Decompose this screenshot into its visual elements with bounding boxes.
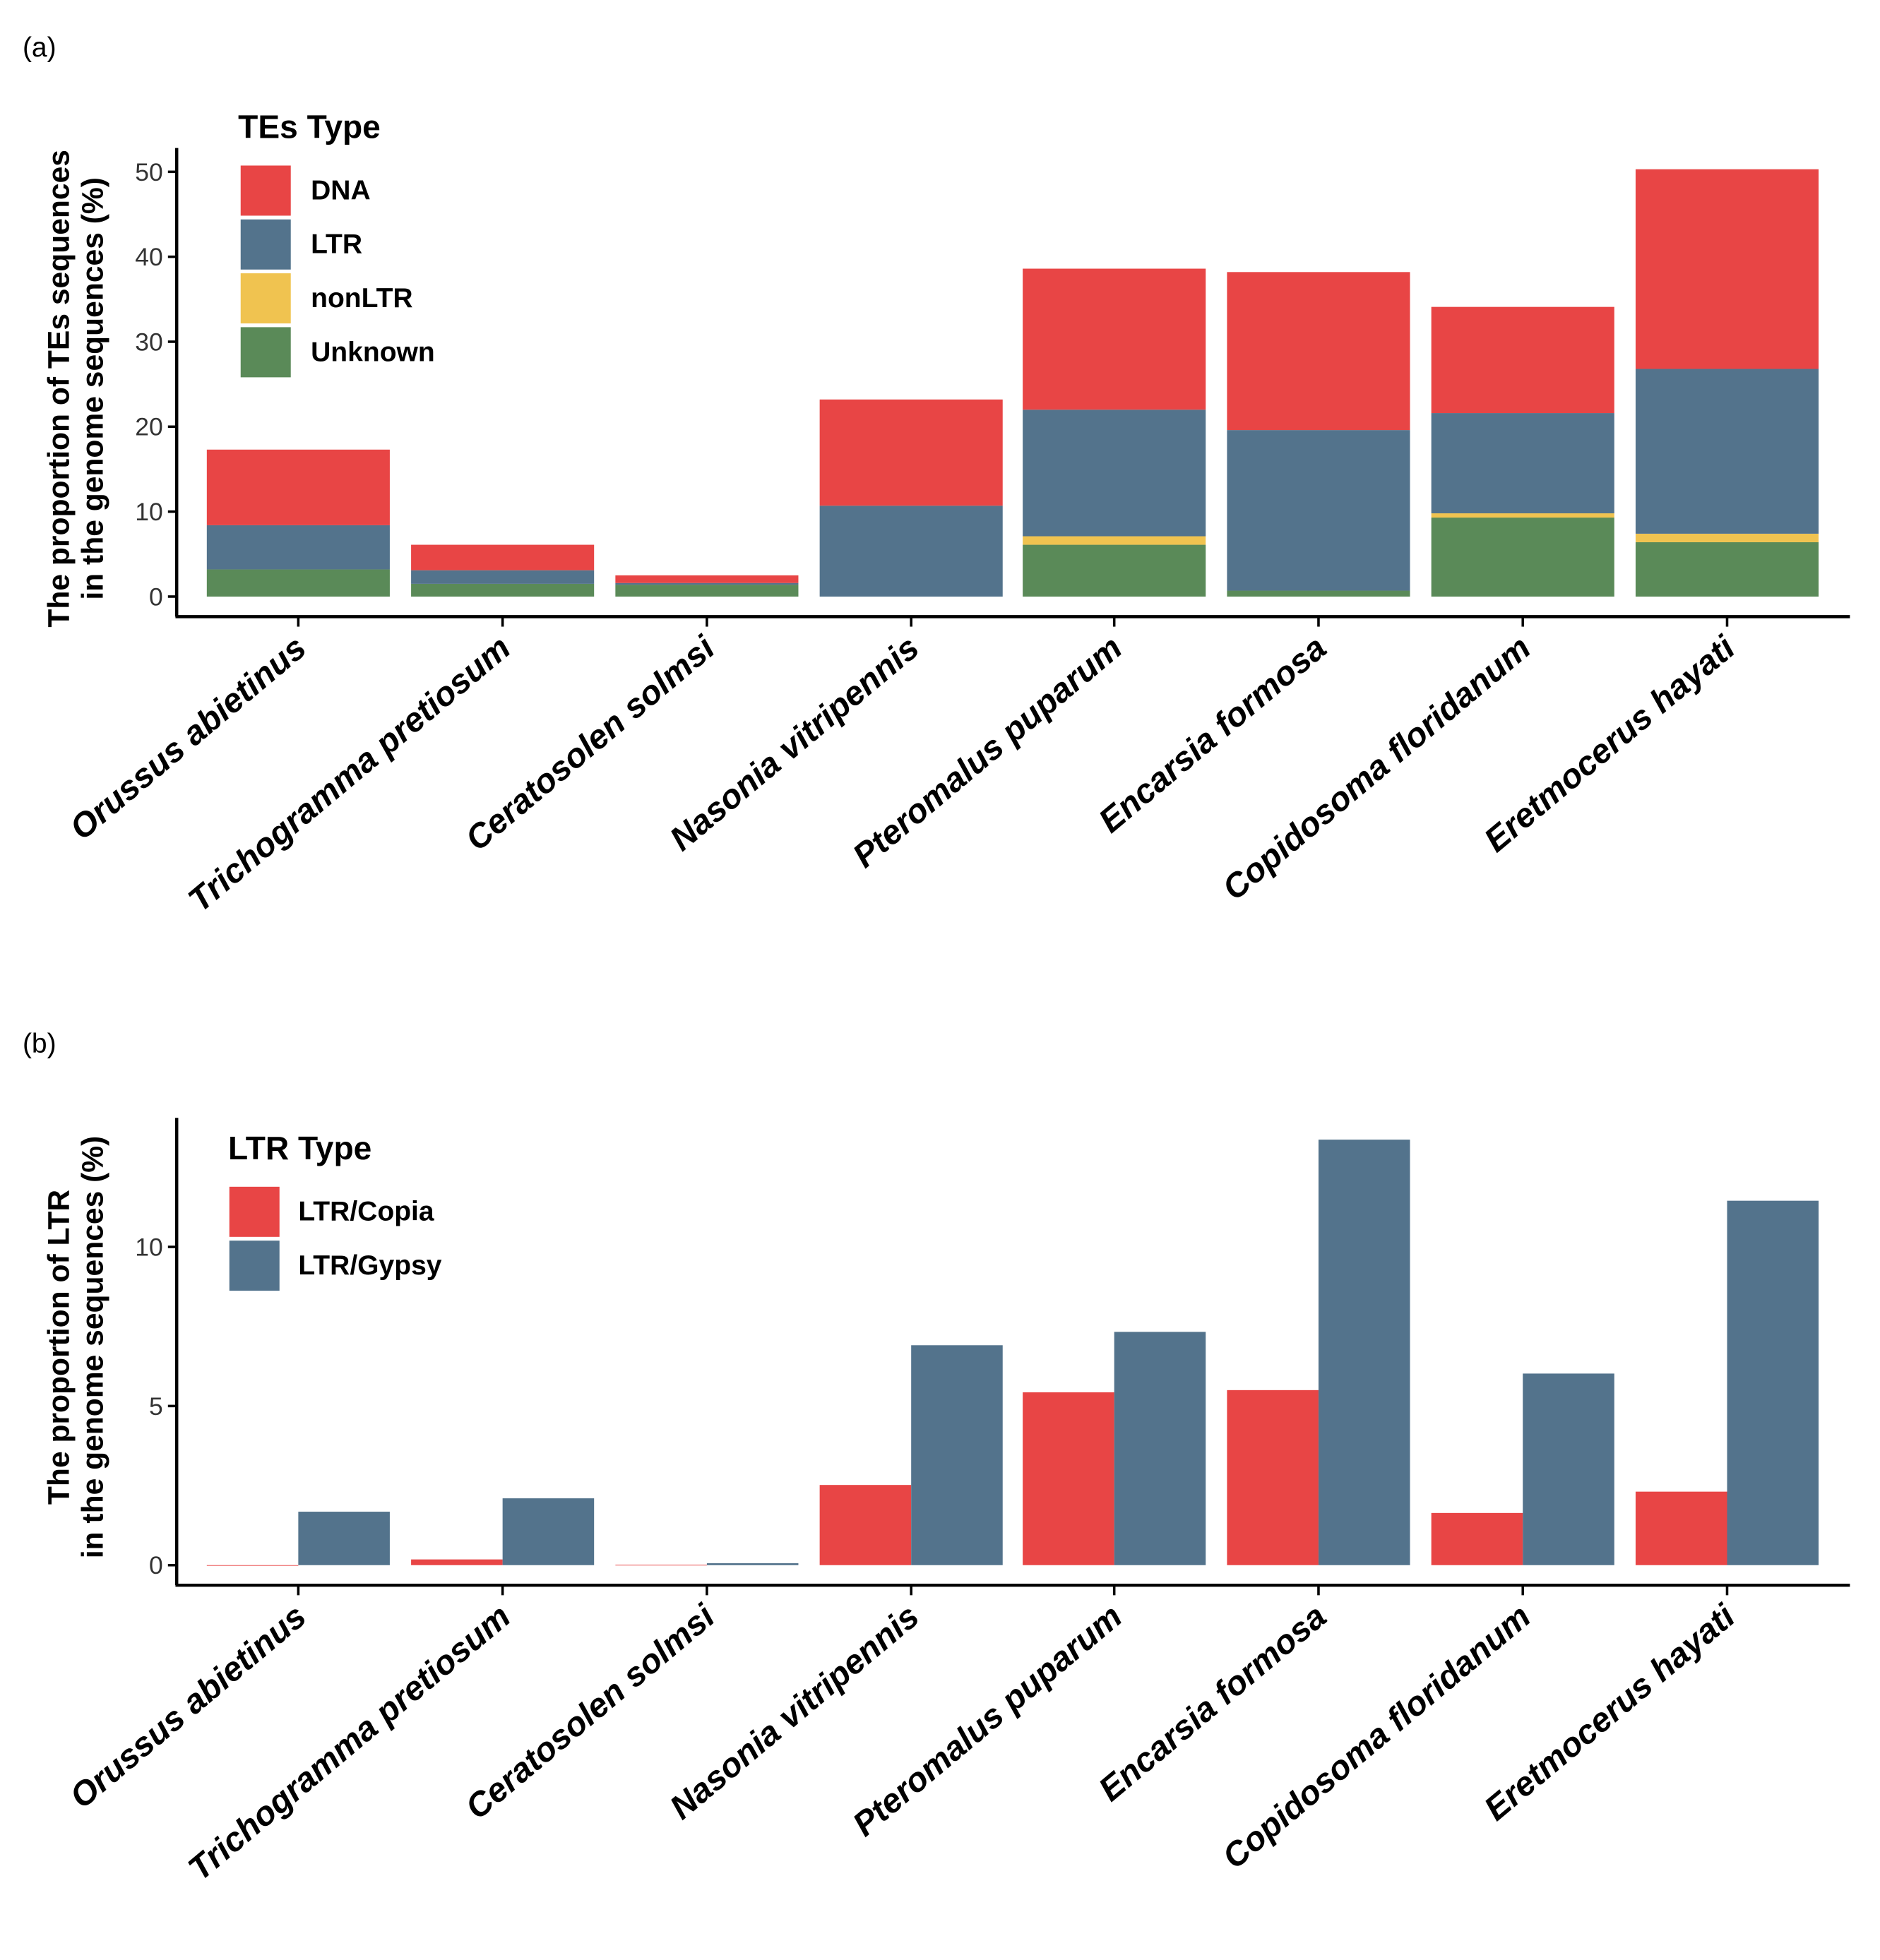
legend-swatch [240, 219, 291, 270]
bar-unknown [411, 583, 595, 597]
bar-ltr-gypsy [706, 1563, 799, 1565]
y-tick-label: 0 [149, 1551, 163, 1579]
bar-ltr [615, 582, 799, 585]
bar-ltr-gypsy [911, 1345, 1003, 1565]
y-tick-label: 30 [135, 328, 162, 356]
legend-swatch [229, 1241, 280, 1291]
legend-swatch [240, 165, 291, 216]
bar-unknown [615, 585, 799, 597]
y-axis-title: The proportion of TEs sequences [42, 150, 76, 628]
y-tick-label: 50 [135, 158, 162, 186]
bar-ltr-gypsy [1318, 1140, 1410, 1565]
x-tick-label: Encarsia formosa [1092, 629, 1333, 840]
y-axis-title: The proportion of LTR [42, 1190, 76, 1505]
bar-ltr-copia [1431, 1512, 1523, 1565]
bar-ltr-copia [206, 1565, 299, 1566]
legend-item-label: Unknown [311, 337, 435, 367]
bar-dna [1227, 272, 1410, 431]
y-tick-label: 20 [135, 413, 162, 441]
bar-ltr [1227, 430, 1410, 591]
legend-item-label: DNA [311, 175, 371, 205]
bar-ltr-gypsy [1523, 1373, 1614, 1565]
bar-nonltr [1023, 536, 1206, 545]
bar-ltr [1431, 413, 1614, 514]
y-axis-title: in the genome sequences (%) [76, 1136, 110, 1559]
panel-label: (b) [23, 1029, 56, 1059]
bar-dna [1023, 268, 1206, 410]
bar-ltr [1023, 410, 1206, 537]
bar-dna [615, 575, 799, 583]
bar-ltr-copia [1635, 1491, 1727, 1565]
x-tick-label: Encarsia formosa [1092, 1598, 1333, 1809]
bar-unknown [1023, 544, 1206, 597]
y-tick-label: 5 [149, 1392, 163, 1421]
panel-label: (a) [23, 32, 56, 63]
x-tick-label: Trichogramma pretiosum [182, 1598, 518, 1888]
bar-ltr-gypsy [502, 1498, 595, 1565]
bar-ltr-copia [819, 1485, 912, 1565]
legend-item-label: LTR/Gypsy [298, 1250, 441, 1281]
bar-dna [819, 399, 1003, 506]
legend-item-label: nonLTR [311, 283, 412, 313]
legend-swatch [240, 327, 291, 378]
bar-ltr [206, 525, 390, 570]
x-tick-label: Trichogramma pretiosum [182, 629, 518, 919]
bar-ltr-copia [1023, 1392, 1114, 1565]
bar-ltr-gypsy [298, 1512, 390, 1565]
bar-ltr-copia [1227, 1390, 1319, 1565]
y-tick-label: 10 [135, 498, 162, 526]
bar-unknown [1431, 518, 1614, 597]
legend-item-label: LTR [311, 229, 362, 260]
y-tick-label: 10 [135, 1233, 162, 1261]
bar-dna [1635, 169, 1819, 369]
bar-dna [1431, 306, 1614, 414]
bar-ltr-gypsy [1114, 1332, 1206, 1565]
bar-ltr [1635, 369, 1819, 534]
bar-ltr-gypsy [1727, 1200, 1819, 1565]
legend-title: TEs Type [238, 108, 381, 145]
legend-swatch [240, 273, 291, 324]
bar-ltr [819, 506, 1003, 597]
legend-swatch [229, 1186, 280, 1237]
legend-item-label: LTR/Copia [298, 1197, 434, 1227]
legend-title: LTR Type [228, 1130, 371, 1166]
bar-unknown [206, 569, 390, 597]
bar-nonltr [1635, 533, 1819, 542]
bar-dna [206, 449, 390, 525]
y-tick-label: 0 [149, 582, 163, 611]
bar-unknown [1227, 590, 1410, 597]
bar-unknown [1635, 542, 1819, 597]
bar-ltr [411, 570, 595, 584]
y-axis-title: in the genome sequences (%) [76, 177, 110, 600]
bar-dna [411, 544, 595, 570]
bar-ltr-copia [411, 1559, 503, 1565]
bar-nonltr [1431, 513, 1614, 518]
y-tick-label: 40 [135, 243, 162, 271]
